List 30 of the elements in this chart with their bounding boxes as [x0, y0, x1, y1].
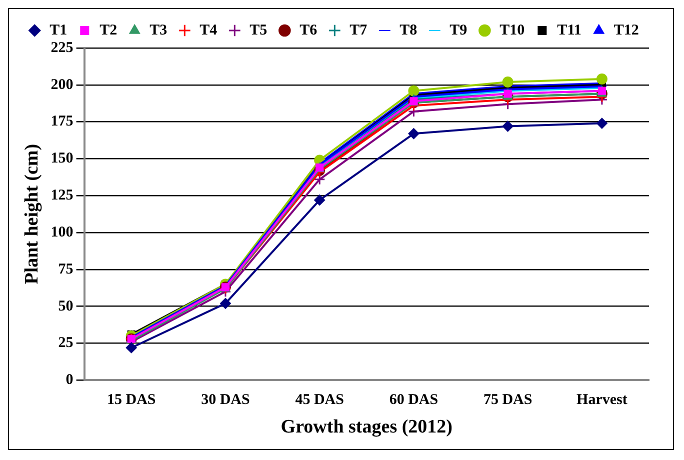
x-tick-label: 75 DAS [483, 392, 532, 408]
y-tick-label: 200 [50, 76, 74, 93]
legend-label: T6 [300, 22, 318, 38]
y-tick-label: 125 [50, 188, 74, 204]
legend-label: T4 [200, 22, 218, 38]
x-tick-label: 15 DAS [106, 392, 156, 408]
legend-label: T3 [150, 22, 168, 38]
y-tick-label: 175 [50, 114, 74, 130]
legend-label: T7 [350, 22, 368, 38]
y-tick-label: 0 [66, 372, 74, 388]
y-tick-label: 50 [58, 298, 74, 314]
legend-label: T5 [250, 22, 268, 38]
legend-label: T12 [614, 22, 639, 38]
legend-label: T10 [500, 22, 525, 38]
legend-label: T2 [100, 22, 118, 38]
legend-label: T8 [400, 22, 418, 38]
legend-label: T1 [50, 22, 68, 38]
y-tick-label: 25 [58, 335, 74, 352]
y-tick-label: 225 [50, 40, 74, 56]
legend-label: T11 [557, 22, 582, 38]
x-tick-label: 30 DAS [201, 392, 250, 408]
y-tick-label: 150 [50, 150, 74, 167]
legend-label: T9 [450, 22, 468, 38]
x-tick-label: 45 DAS [295, 392, 344, 408]
x-axis-title: Growth stages (2012) [280, 416, 452, 438]
x-tick-label: 60 DAS [389, 392, 438, 408]
y-tick-label: 75 [58, 261, 74, 278]
y-axis-title: Plant height (cm) [21, 144, 42, 284]
x-tick-label: Harvest [576, 392, 628, 408]
y-tick-label: 100 [50, 224, 74, 240]
